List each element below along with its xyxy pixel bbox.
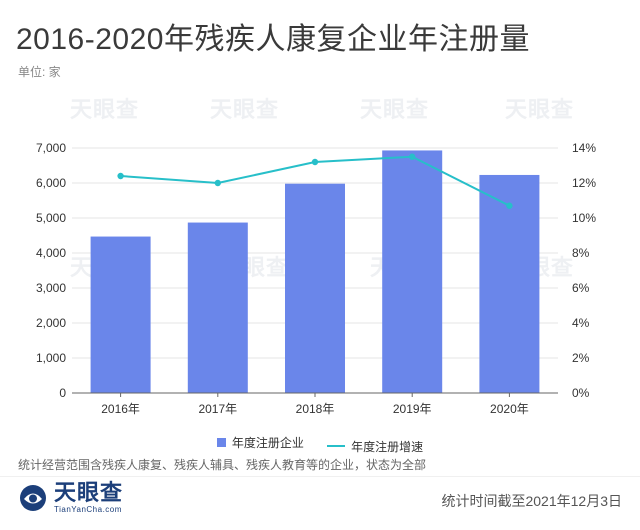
- y-right-tick-label: 2%: [572, 351, 590, 365]
- brand-name: 天眼查: [54, 480, 124, 505]
- legend-swatch-line: [327, 445, 346, 447]
- y-right-tick-label: 10%: [572, 211, 596, 225]
- y-left-tick-label: 4,000: [36, 246, 66, 260]
- bar: [382, 150, 443, 393]
- line-point: [214, 179, 221, 187]
- brand-url: TianYanCha.com: [54, 505, 122, 514]
- legend-label-bar: 年度注册企业: [231, 436, 304, 450]
- y-left-tick-label: 7,000: [36, 141, 66, 155]
- bar: [285, 183, 345, 393]
- y-right-tick-label: 8%: [572, 246, 590, 260]
- x-tick-label: 2019年: [393, 402, 432, 416]
- bar: [90, 236, 151, 393]
- footnote: 统计经营范围含残疾人康复、残疾人辅具、残疾人教育等的企业，状态为全部: [18, 458, 427, 472]
- legend-label-line: 年度注册增速: [351, 439, 424, 454]
- x-tick-label: 2018年: [296, 402, 335, 416]
- y-left-tick-label: 5,000: [36, 211, 66, 225]
- bar: [479, 174, 540, 393]
- brand-logo: 天眼查 TianYanCha.com: [18, 482, 123, 514]
- legend: 年度注册企业 年度注册增速: [0, 434, 640, 455]
- legend-item-bar: 年度注册企业: [216, 434, 304, 451]
- y-left-tick-label: 2,000: [36, 316, 66, 330]
- y-right-tick-label: 14%: [572, 141, 596, 155]
- line-point: [506, 202, 513, 209]
- legend-swatch-bar: [216, 438, 226, 447]
- eye-logo-icon: [20, 485, 46, 511]
- watermark-logo: 天眼查: [360, 97, 430, 122]
- y-right-tick-label: 6%: [572, 281, 590, 295]
- footer-divider: [0, 476, 640, 477]
- line-point: [409, 153, 416, 160]
- watermark-logo: 天眼查: [210, 97, 280, 122]
- y-left-tick-label: 1,000: [36, 351, 66, 365]
- line-point: [311, 158, 319, 166]
- y-left-tick-label: 3,000: [36, 281, 66, 295]
- line-point: [117, 172, 124, 180]
- x-tick-label: 2020年: [490, 402, 529, 416]
- page-title: 2016-2020年残疾人康复企业年注册量: [16, 23, 530, 56]
- x-tick-label: 2016年: [101, 402, 140, 416]
- y-right-tick-label: 4%: [572, 316, 590, 330]
- y-left-tick-label: 6,000: [36, 176, 66, 190]
- stat-date: 统计时间截至2021年12月3日: [441, 493, 622, 509]
- bar: [187, 222, 248, 393]
- watermark-logo: 天眼查: [505, 97, 575, 122]
- legend-item-line: 年度注册增速: [327, 438, 423, 455]
- y-right-tick-label: 12%: [572, 176, 596, 190]
- chart: 0 1,000 2,000 3,000 4,000 5,000 6,000 7,000 0% 2%…: [36, 141, 596, 416]
- x-tick-label: 2017年: [198, 402, 237, 416]
- y-right-tick-label: 0%: [572, 386, 590, 400]
- watermark-logo: 天眼查: [70, 97, 140, 122]
- y-left-tick-label: 0: [59, 386, 66, 400]
- unit-label: 单位: 家: [18, 65, 61, 79]
